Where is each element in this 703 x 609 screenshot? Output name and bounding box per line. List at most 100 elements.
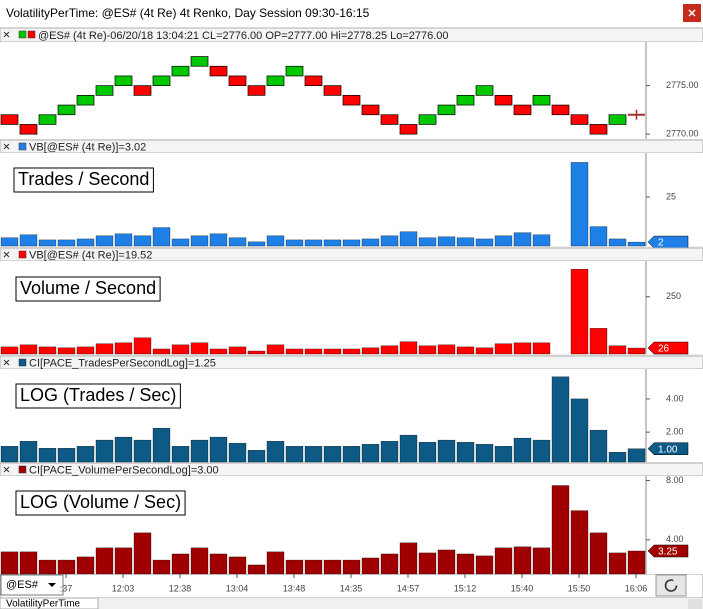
- bar: [532, 439, 551, 463]
- dropdown-arrow[interactable]: [48, 583, 56, 587]
- tab-label[interactable]: VolatilityPerTime: [6, 599, 81, 609]
- bar: [456, 442, 475, 463]
- candle: [418, 114, 437, 125]
- series-icon: [18, 465, 27, 474]
- bar: [76, 446, 95, 463]
- close-button[interactable]: [683, 4, 701, 22]
- series-icon: [18, 30, 27, 39]
- bar: [342, 559, 361, 575]
- annotation: Volume / Second: [20, 278, 156, 298]
- time-label: :37: [60, 583, 73, 593]
- bar: [627, 347, 646, 355]
- bar: [437, 236, 456, 247]
- bar: [304, 348, 323, 355]
- bar: [209, 348, 228, 355]
- value-marker: [647, 544, 689, 558]
- bar: [228, 443, 247, 463]
- scroll-button[interactable]: [688, 599, 702, 609]
- y-tick-label: 4.00: [666, 393, 684, 403]
- bar: [380, 441, 399, 463]
- bar: [342, 348, 361, 355]
- refresh-button[interactable]: [655, 574, 687, 597]
- bar: [247, 450, 266, 463]
- time-label: 16:06: [625, 583, 648, 593]
- candle: [171, 65, 190, 77]
- panel-header-text: VB[@ES# (4t Re)]=19.52: [29, 249, 152, 261]
- bar: [532, 342, 551, 355]
- symbol-box[interactable]: [0, 574, 64, 596]
- bar: [513, 437, 532, 463]
- time-label: 14:57: [397, 583, 420, 593]
- bar: [266, 551, 285, 575]
- bar: [57, 559, 76, 575]
- bar: [57, 448, 76, 463]
- bar: [38, 239, 57, 247]
- candle: [437, 104, 456, 116]
- bar: [589, 226, 608, 247]
- refresh-bg[interactable]: [655, 574, 687, 597]
- symbol-selector[interactable]: @ES#: [0, 574, 64, 596]
- window-title: VolatilityPerTime: @ES# (4t Re) 4t Renko…: [6, 6, 370, 20]
- bar: [475, 555, 494, 575]
- time-label: 12:03: [112, 583, 135, 593]
- bar: [95, 235, 114, 247]
- bar: [475, 444, 494, 463]
- bar: [0, 346, 19, 355]
- bar: [494, 446, 513, 463]
- candle: [133, 85, 152, 96]
- bar: [133, 337, 152, 355]
- bar: [247, 241, 266, 247]
- bar: [114, 233, 133, 247]
- annotation-box: [15, 383, 181, 409]
- bar: [437, 439, 456, 463]
- bar: [532, 547, 551, 575]
- bar: [19, 234, 38, 247]
- bar: [114, 436, 133, 463]
- title-bar: [0, 0, 703, 28]
- y-tick-label: 4.00: [666, 534, 684, 544]
- bar: [304, 239, 323, 247]
- bar: [0, 551, 19, 575]
- bar: [399, 542, 418, 575]
- candle: [190, 56, 209, 67]
- symbol-text[interactable]: @ES#: [6, 579, 39, 591]
- bar: [627, 550, 646, 575]
- candle: [0, 114, 19, 125]
- annotation-box: [15, 490, 186, 516]
- panel-header-text: CI[PACE_TradesPerSecondLog]=1.25: [29, 357, 216, 369]
- bar: [608, 345, 627, 355]
- value-marker-label: 1.00: [658, 444, 678, 455]
- close-icon[interactable]: [688, 9, 696, 17]
- bar: [0, 446, 19, 463]
- bar: [399, 341, 418, 355]
- bar: [285, 348, 304, 355]
- candle: [475, 85, 494, 96]
- y-tick-label: 25: [666, 191, 676, 201]
- bar: [190, 547, 209, 575]
- time-label: 15:50: [568, 583, 591, 593]
- panel-header-text: CI[PACE_VolumePerSecondLog]=3.00: [29, 464, 219, 476]
- series-icon: [18, 358, 27, 367]
- tab[interactable]: [0, 597, 99, 609]
- series-icon: [18, 142, 27, 151]
- time-label: 13:04: [226, 583, 249, 593]
- bar: [266, 441, 285, 463]
- bar: [152, 348, 171, 355]
- bar: [513, 232, 532, 247]
- candle: [589, 124, 608, 135]
- panel-close: [3, 31, 10, 38]
- candle: [38, 114, 57, 125]
- bar: [570, 269, 589, 355]
- bar: [114, 342, 133, 355]
- bar: [304, 559, 323, 575]
- bar: [323, 348, 342, 355]
- time-label: 12:38: [169, 583, 192, 593]
- candle: [342, 94, 361, 106]
- bar: [418, 345, 437, 355]
- refresh-icon[interactable]: [664, 579, 678, 592]
- bar: [209, 233, 228, 247]
- bar: [209, 553, 228, 575]
- bar: [627, 448, 646, 463]
- value-marker-label: 3.25: [658, 547, 678, 558]
- series-icon: [27, 30, 36, 39]
